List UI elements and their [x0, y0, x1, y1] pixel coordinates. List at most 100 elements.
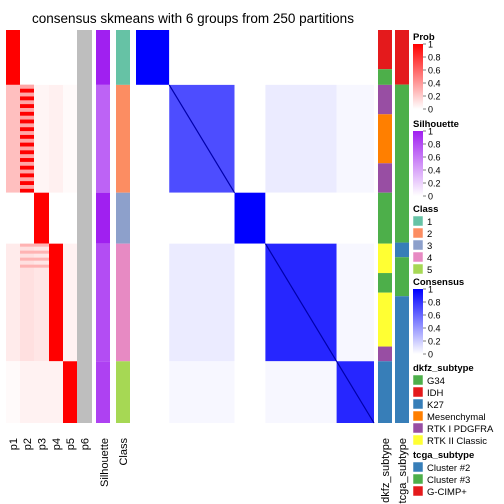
prob-legend-title: Prob	[413, 32, 435, 43]
dkfz-subtype-cell	[378, 273, 392, 293]
tcga-subtype-legend-swatch	[412, 461, 424, 473]
prob-legend-tick-label: 0.8	[428, 53, 441, 63]
dkfz-subtype-legend-label: Mesenchymal	[427, 412, 486, 423]
silhouette-legend-tick-label: 0	[428, 192, 433, 202]
prob-stripe-p2-p3	[20, 250, 49, 254]
consensus-cell-2-3	[234, 84, 266, 193]
column-label-p1: p1	[8, 438, 20, 450]
prob-stripe-p2	[20, 138, 34, 143]
dkfz-subtype-legend-label: RTK I PDGFRA	[427, 424, 494, 435]
consensus-legend-title: Consensus	[413, 277, 464, 288]
dkfz-subtype-legend-label: IDH	[427, 388, 444, 399]
prob-cell-p2-class-3	[20, 192, 34, 244]
consensus-cell-4-5	[336, 243, 374, 362]
dkfz-subtype-cell	[378, 84, 392, 115]
prob-cell-p2-class-5	[20, 361, 34, 423]
chart-title: consensus skmeans with 6 groups from 250…	[32, 11, 354, 26]
consensus-cell-4-3	[234, 243, 266, 362]
prob-stripe-p2	[20, 146, 34, 151]
silhouette-cell-class-3	[96, 192, 110, 244]
prob-stripe-p2	[20, 84, 34, 89]
dkfz-subtype-legend-swatch	[412, 422, 424, 434]
prob-cell-p4-class-4	[49, 243, 63, 362]
column-label-silhouette: Silhouette	[99, 438, 111, 487]
consensus-legend-colorbar	[413, 289, 423, 354]
prob-legend-tick-label: 1	[428, 40, 433, 50]
class-legend-label: 5	[427, 265, 432, 276]
class-cell-4	[116, 243, 130, 362]
prob-stripe-p2	[20, 115, 34, 120]
silhouette-cell-class-5	[96, 361, 110, 423]
prob-cell-p3-class-1	[34, 30, 49, 85]
column-label-p3: p3	[37, 438, 49, 450]
prob-stripe-p2-p3	[20, 257, 49, 261]
tcga-subtype-legend-label: Cluster #3	[427, 475, 470, 486]
consensus-diagonal-class-5	[336, 360, 375, 424]
column-label-p6: p6	[80, 438, 92, 450]
consensus-cell-3-5	[336, 192, 374, 244]
dkfz-subtype-cell	[378, 361, 392, 423]
tcga-subtype-legend-swatch	[412, 485, 424, 497]
silhouette-legend-colorbar	[413, 131, 423, 196]
tcga-subtype-cell	[395, 257, 409, 297]
prob-cell-p1-class-1	[6, 30, 20, 85]
prob-cell-p1-class-3	[6, 192, 20, 244]
tcga-subtype-cell	[395, 30, 409, 85]
column-label-tcga-subtype: tcga_subtype	[397, 438, 409, 503]
class-legend-swatch	[412, 239, 424, 251]
consensus-cell-5-3	[234, 361, 266, 423]
prob-cell-p5-class-4	[63, 243, 77, 362]
prob-column-p6	[77, 30, 92, 423]
dkfz-subtype-cell	[378, 114, 392, 164]
prob-cell-p4-class-1	[49, 30, 63, 85]
consensus-cell-3-3	[234, 192, 266, 244]
dkfz-subtype-legend-label: K27	[427, 400, 444, 411]
tcga-subtype-legend-title: tcga_subtype	[413, 450, 474, 461]
prob-cell-p5-class-3	[63, 192, 77, 244]
prob-stripe-p2	[20, 177, 34, 182]
prob-stripe-p2	[20, 107, 34, 112]
column-label-class: Class	[118, 438, 130, 466]
class-legend-label: 3	[427, 241, 432, 252]
dkfz-subtype-legend-swatch	[412, 374, 424, 386]
consensus-cell-5-1	[136, 361, 170, 423]
class-cell-1	[116, 30, 130, 85]
prob-cell-p4-class-3	[49, 192, 63, 244]
consensus-legend-tick-label: 1	[428, 285, 433, 295]
column-label-p2: p2	[22, 438, 34, 450]
consensus-cell-2-5	[336, 84, 374, 193]
class-legend-label: 4	[427, 253, 432, 264]
consensus-legend-tick-label: 0	[428, 350, 433, 360]
class-legend-label: 2	[427, 229, 432, 240]
tcga-subtype-legend-swatch	[412, 473, 424, 485]
tcga-subtype-cell	[395, 242, 409, 258]
prob-stripe-p2	[20, 92, 34, 97]
tcga-subtype-legend-label: Cluster #2	[427, 463, 470, 474]
prob-cell-p2-class-1	[20, 30, 34, 85]
dkfz-subtype-legend-swatch	[412, 386, 424, 398]
consensus-legend-tick-label: 0.8	[428, 298, 441, 308]
silhouette-cell-class-4	[96, 243, 110, 362]
silhouette-legend-tick-label: 1	[428, 127, 433, 137]
consensus-legend-tick-label: 0.2	[428, 337, 441, 347]
consensus-diagonal-class-2	[168, 84, 236, 193]
consensus-cell-5-4	[265, 361, 337, 423]
consensus-legend-tick-label: 0.6	[428, 311, 441, 321]
dkfz-subtype-cell	[378, 69, 392, 85]
prob-legend-tick-label: 0.2	[428, 92, 441, 102]
dkfz-subtype-legend-swatch	[412, 410, 424, 422]
dkfz-subtype-cell	[378, 243, 392, 274]
class-legend-label: 1	[427, 217, 432, 228]
silhouette-legend-tick-label: 0.4	[428, 166, 441, 176]
prob-stripe-p2-p3	[20, 264, 49, 268]
consensus-diagonal-class-4	[264, 243, 338, 362]
column-label-p4: p4	[51, 438, 63, 450]
prob-stripe-p2	[20, 161, 34, 166]
prob-stripe-p2	[20, 169, 34, 174]
column-label-p5: p5	[65, 438, 77, 450]
prob-legend-tick-label: 0	[428, 105, 433, 115]
consensus-cell-3-4	[265, 192, 337, 244]
prob-stripe-p2	[20, 123, 34, 128]
dkfz-subtype-legend-label: RTK II Classic	[427, 436, 487, 447]
class-legend-swatch	[412, 215, 424, 227]
